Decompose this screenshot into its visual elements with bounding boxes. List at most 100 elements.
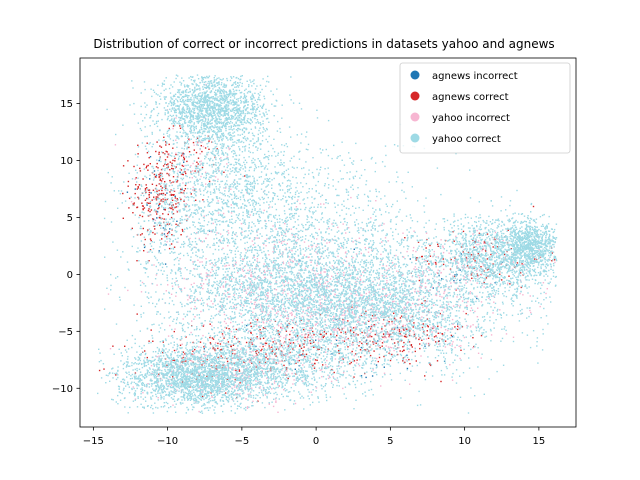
scatter-point: [254, 142, 256, 144]
scatter-point: [275, 289, 278, 291]
scatter-point: [197, 121, 199, 123]
scatter-point: [345, 300, 347, 302]
scatter-point: [182, 173, 184, 176]
scatter-point: [217, 347, 219, 350]
scatter-point: [215, 126, 218, 129]
scatter-point: [162, 178, 164, 180]
scatter-point: [191, 353, 193, 355]
scatter-point: [282, 303, 285, 306]
scatter-point: [245, 205, 248, 207]
scatter-point: [251, 188, 253, 190]
scatter-point: [370, 325, 373, 328]
scatter-point: [232, 201, 234, 203]
scatter-point: [213, 105, 215, 107]
scatter-point: [263, 322, 265, 324]
scatter-point: [141, 215, 144, 218]
scatter-point: [146, 104, 148, 106]
scatter-point: [193, 101, 195, 103]
scatter-point: [269, 355, 271, 357]
scatter-point: [276, 100, 278, 102]
scatter-point: [246, 174, 248, 176]
scatter-point: [413, 322, 415, 324]
scatter-point: [302, 311, 304, 313]
scatter-point: [238, 139, 240, 141]
scatter-point: [158, 250, 160, 252]
scatter-point: [398, 346, 400, 349]
scatter-point: [201, 92, 203, 94]
scatter-point: [245, 101, 247, 104]
scatter-point: [129, 104, 131, 106]
scatter-point: [380, 385, 382, 387]
scatter-point: [304, 339, 306, 342]
scatter-point: [150, 365, 153, 367]
scatter-point: [255, 203, 257, 206]
scatter-point: [203, 104, 205, 106]
scatter-point: [424, 345, 426, 347]
scatter-point: [247, 90, 250, 93]
scatter-point: [169, 191, 171, 193]
scatter-point: [248, 293, 251, 295]
scatter-point: [212, 96, 214, 98]
scatter-point: [212, 111, 215, 113]
scatter-point: [422, 271, 424, 273]
scatter-point: [173, 122, 176, 125]
scatter-point: [167, 105, 169, 107]
scatter-point: [388, 352, 390, 354]
scatter-point: [250, 283, 253, 286]
scatter-point: [433, 254, 435, 257]
scatter-point: [194, 246, 196, 248]
scatter-point: [341, 357, 343, 359]
scatter-point: [205, 183, 207, 185]
scatter-point: [297, 263, 300, 265]
scatter-point: [409, 383, 411, 385]
scatter-point: [192, 101, 194, 103]
scatter-point: [205, 272, 208, 274]
scatter-point: [236, 130, 239, 132]
scatter-point: [240, 95, 242, 98]
scatter-point: [198, 102, 201, 104]
scatter-point: [237, 111, 239, 113]
scatter-point: [241, 128, 244, 131]
scatter-point: [233, 171, 236, 173]
scatter-point: [206, 122, 209, 124]
scatter-point: [379, 340, 381, 342]
scatter-point: [183, 203, 185, 205]
scatter-point: [234, 103, 236, 105]
scatter-point: [281, 182, 284, 184]
scatter-point: [287, 377, 289, 380]
scatter-point: [403, 345, 405, 348]
scatter-point: [385, 265, 388, 267]
scatter-point: [474, 310, 476, 313]
scatter-point: [179, 131, 181, 133]
scatter-point: [216, 167, 219, 169]
scatter-point: [476, 282, 478, 284]
scatter-point: [221, 221, 223, 223]
scatter-point: [415, 259, 417, 261]
scatter-point: [207, 76, 210, 79]
scatter-point: [300, 208, 302, 211]
scatter-point: [241, 129, 244, 132]
scatter-point: [327, 275, 329, 277]
scatter-point: [313, 346, 315, 348]
scatter-point: [198, 105, 201, 107]
scatter-point: [194, 86, 196, 89]
scatter-point: [278, 385, 280, 387]
scatter-point: [170, 216, 173, 219]
scatter-point: [204, 107, 207, 110]
scatter-point: [185, 132, 188, 135]
scatter-point: [253, 82, 255, 85]
scatter-point: [184, 95, 187, 98]
scatter-point: [184, 119, 186, 122]
scatter-point: [227, 165, 229, 167]
scatter-point: [251, 192, 253, 195]
scatter-point: [263, 113, 265, 115]
scatter-point: [203, 209, 205, 212]
scatter-point: [250, 128, 252, 130]
scatter-point: [148, 260, 150, 262]
scatter-point: [249, 175, 251, 177]
scatter-point: [206, 96, 208, 98]
scatter-point: [181, 108, 183, 110]
scatter-point: [251, 159, 253, 162]
scatter-point: [133, 113, 136, 115]
scatter-point: [147, 150, 150, 153]
